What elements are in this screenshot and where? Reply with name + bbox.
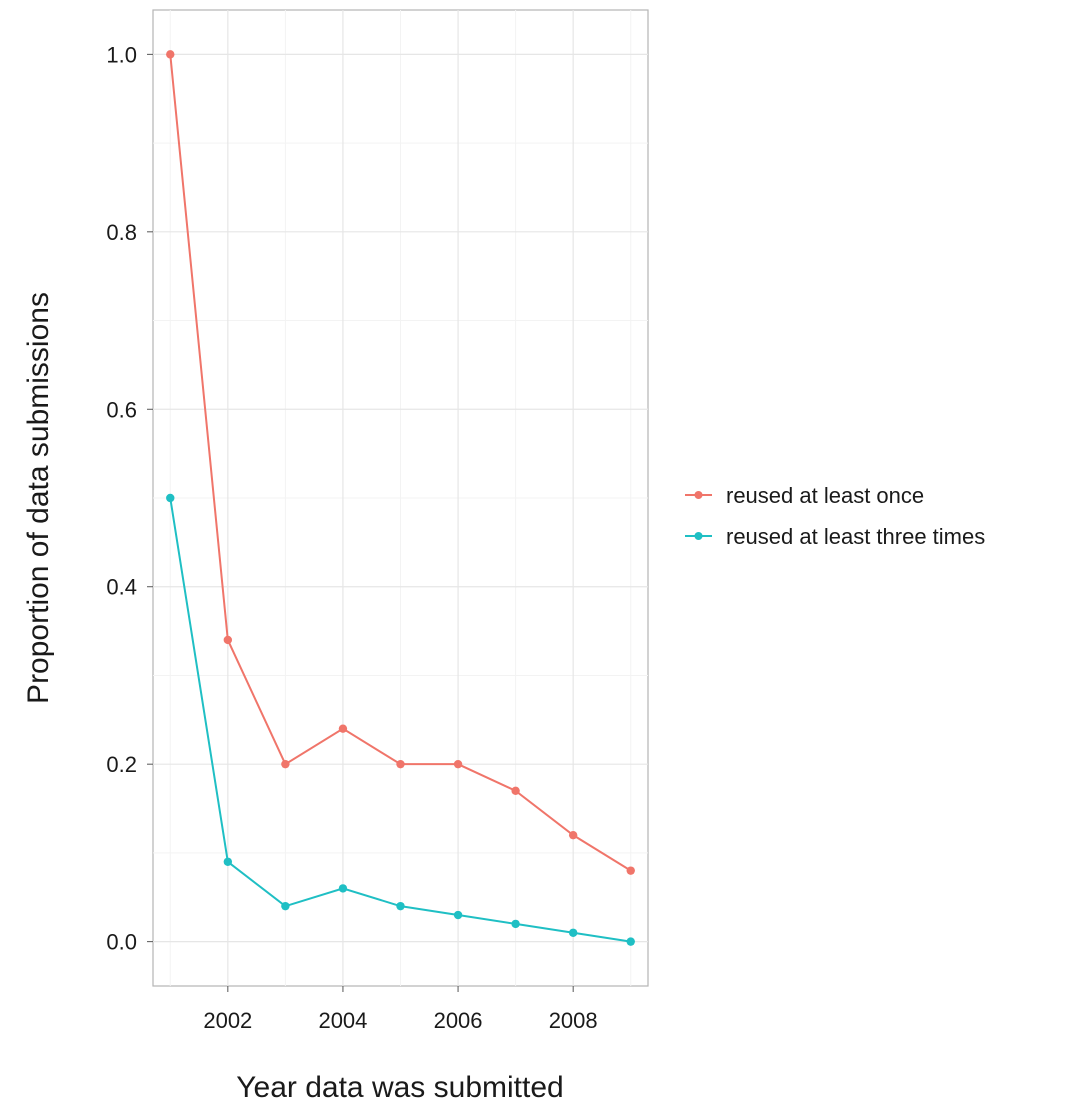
y-tick-label: 0.6 [106,397,137,422]
y-tick-label: 0.4 [106,575,137,600]
y-tick-label: 1.0 [106,42,137,67]
series-1-point [223,857,233,866]
series-1-point [511,919,520,929]
x-tick-label: 2004 [318,1008,367,1033]
legend: reused at least once reused at least thr… [685,483,985,549]
series-1-point [281,901,290,911]
legend-item-reused-once: reused at least once [685,483,924,508]
series-1-point [396,901,405,911]
series-0-point [223,635,233,645]
x-tick-label: 2008 [549,1008,598,1033]
x-tick-label: 2006 [434,1008,483,1033]
series-1-point [568,928,578,937]
series-0-point [453,759,463,769]
x-tick-label: 2002 [203,1008,252,1033]
series-0-point [568,830,578,840]
series-0-point [626,866,635,875]
series-0-point [511,786,520,795]
y-axis-title: Proportion of data submissions [22,292,55,704]
legend-label-reused-three: reused at least three times [726,524,985,549]
series-1-point [453,910,463,920]
legend-label-reused-once: reused at least once [726,483,924,508]
y-tick-label: 0.8 [106,220,137,245]
x-axis-ticks: 2002 2004 2006 2008 [203,986,598,1033]
series-0-point [396,759,405,769]
series-0-point [166,50,175,59]
y-tick-label: 0.0 [106,930,137,955]
legend-key-dot-reused-once [694,491,703,499]
series-0-point [281,759,290,769]
y-tick-label: 0.2 [106,752,137,777]
legend-key-dot-reused-three [694,532,703,540]
series-0-point [338,724,348,733]
series-1-point [338,884,348,893]
series-1-point [166,493,175,503]
y-axis-ticks: 0.0 0.2 0.4 0.6 0.8 1.0 [106,42,153,955]
x-axis-title: Year data was submitted [236,1071,563,1104]
grid-lines [153,10,648,986]
series-1-point [626,937,635,946]
series-layer [166,50,635,946]
legend-item-reused-three: reused at least three times [685,524,985,549]
